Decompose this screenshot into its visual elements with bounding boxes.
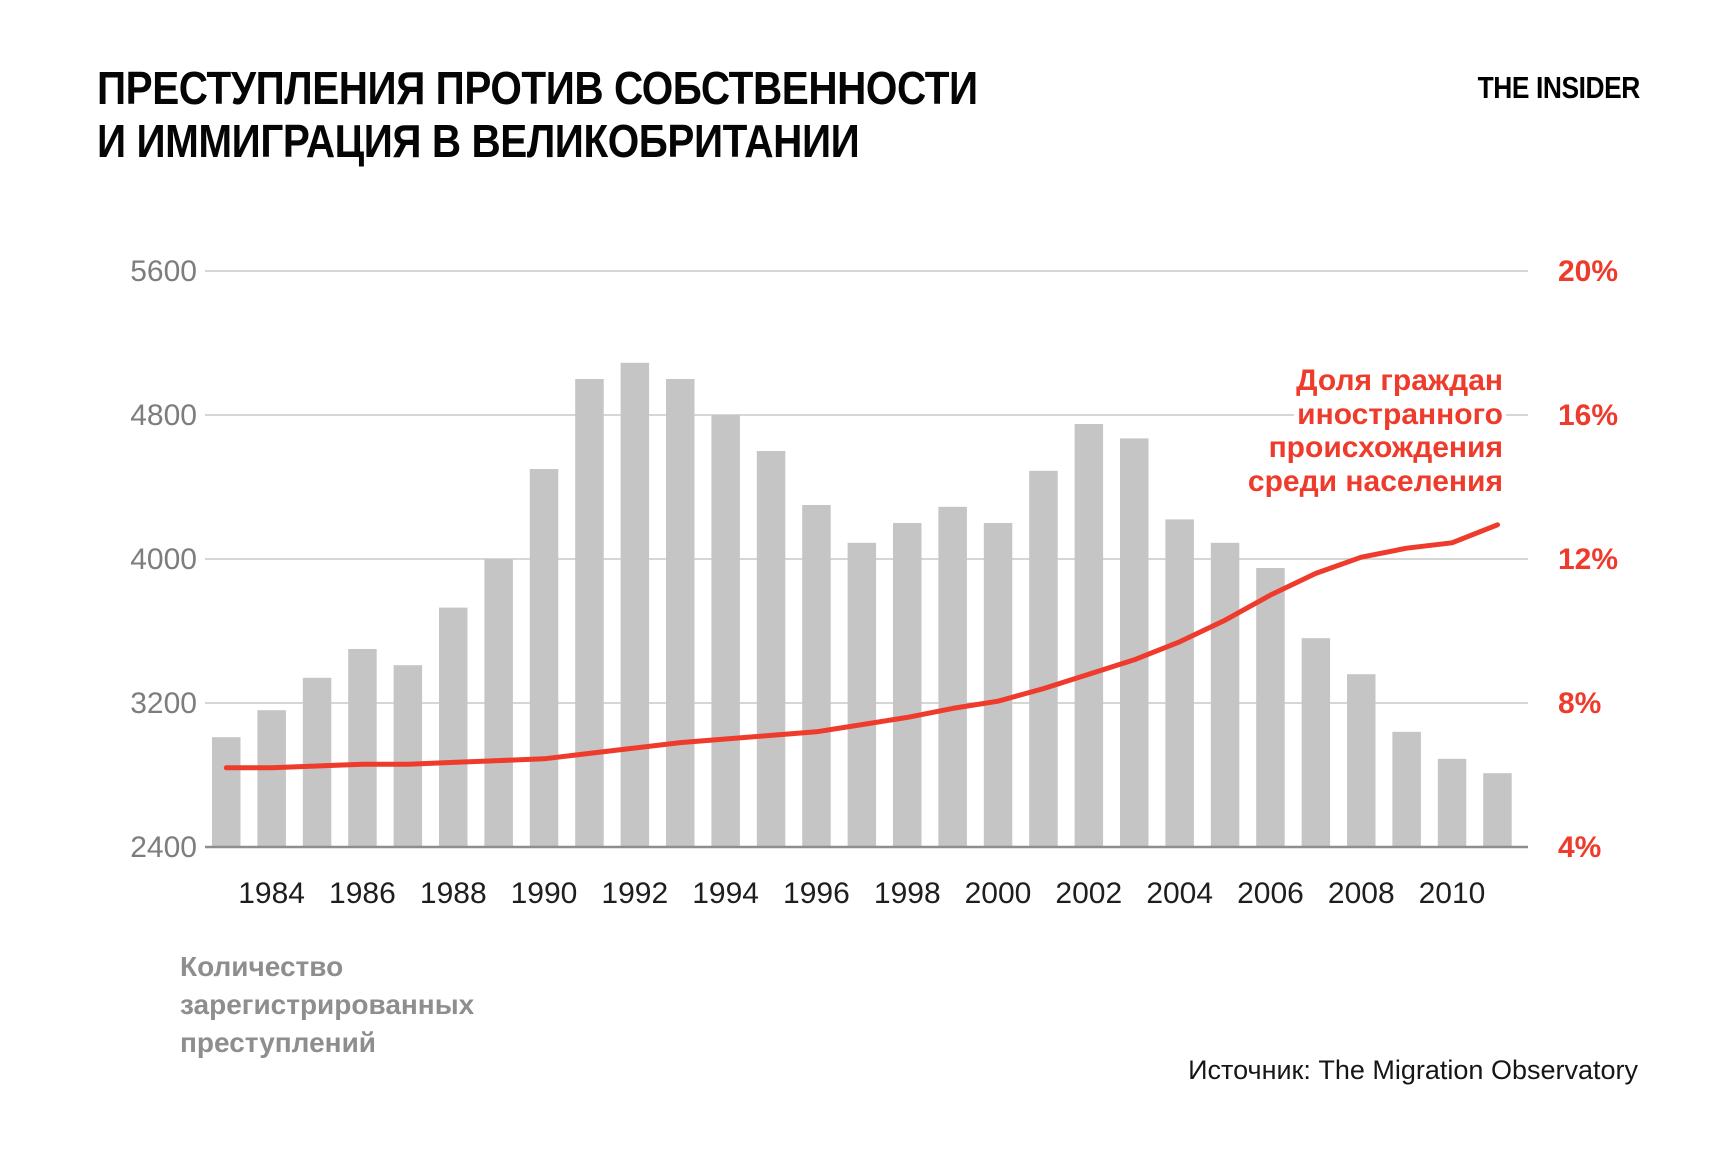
source-note: Источник: The Migration Observatory [1188,1055,1638,1085]
x-axis-label-2008: 2008 [1328,877,1395,910]
bar-1991 [575,379,604,847]
x-axis-label-1992: 1992 [601,877,668,910]
caption-line-3: преступлений [180,1027,377,1058]
bar-1989 [484,559,513,847]
y-axis-label-left-5600: 5600 [130,255,197,288]
bar-2007 [1301,638,1331,847]
bar-1994 [711,415,740,847]
x-axis-label-1988: 1988 [420,877,487,910]
x-axis-label-1986: 1986 [329,877,396,910]
legend-line-4: среди населения [1244,464,1506,498]
bar-1999 [938,506,967,847]
bar-1993 [666,379,695,847]
bar-2002 [1074,424,1104,847]
y-axis-label-right-20: 20% [1558,255,1618,288]
bar-2000 [983,523,1013,847]
bar-2010 [1437,758,1467,847]
x-axis-label-1996: 1996 [783,877,850,910]
x-axis-label-2006: 2006 [1237,877,1304,910]
bar-2005 [1210,542,1240,847]
brand-logo: THE INSIDER [1477,70,1641,105]
x-axis-label-1984: 1984 [238,877,305,910]
caption-line-1: Количество [180,951,344,982]
bar-1988 [439,607,468,847]
page-title-line-1: ПРЕСТУПЛЕНИЯ ПРОТИВ СОБСТВЕННОСТИ [97,62,978,114]
x-axis-label-2002: 2002 [1055,877,1122,910]
x-axis-label-2010: 2010 [1419,877,1486,910]
bar-1987 [393,665,423,847]
bar-2001 [1029,470,1058,847]
x-axis-label-1998: 1998 [874,877,941,910]
y-axis-label-right-12: 12% [1558,543,1618,576]
bar-2011 [1483,773,1512,847]
bar-1995 [756,451,786,847]
page-title-line-2: И ИММИГРАЦИЯ В ВЕЛИКОБРИТАНИИ [97,115,860,167]
y-axis-label-left-3200: 3200 [130,687,197,720]
legend-line-1: Доля граждан [1293,364,1506,397]
y-axis-label-left-2400: 2400 [130,831,197,864]
x-axis-label-1990: 1990 [511,877,578,910]
bar-2006 [1256,568,1285,847]
bar-2009 [1392,731,1421,847]
bar-1985 [302,677,332,847]
x-axis-label-2000: 2000 [965,877,1032,910]
y-axis-label-right-8: 8% [1558,687,1601,720]
line-series-legend: Доля граждан иностранного происхождения … [1100,364,1506,498]
bar-1984 [257,710,286,847]
bar-2008 [1347,674,1376,847]
y-axis-label-right-16: 16% [1558,399,1618,432]
y-axis-label-left-4000: 4000 [130,543,197,576]
x-axis-label-2004: 2004 [1146,877,1213,910]
x-axis-label-1994: 1994 [692,877,759,910]
bar-1983 [212,737,241,847]
bar-1992 [620,362,650,847]
caption-line-2: зарегистрированных [180,989,475,1020]
bar-2004 [1165,519,1194,847]
bar-1990 [529,469,559,847]
page-title: ПРЕСТУПЛЕНИЯ ПРОТИВ СОБСТВЕННОСТИ И ИММИ… [97,62,978,168]
legend-line-3: происхождения [1265,431,1506,464]
bar-1996 [802,505,831,847]
bar-1986 [348,649,377,847]
bar-1998 [893,523,922,847]
y-axis-label-right-4: 4% [1558,831,1601,864]
legend-line-2: иностранного [1294,397,1506,431]
y-axis-label-left-4800: 4800 [130,399,197,432]
bar-2003 [1120,438,1149,847]
bar-series-caption: Количество зарегистрированных преступлен… [180,948,474,1062]
immigration-share-line [223,522,1500,771]
bar-1997 [847,542,877,847]
